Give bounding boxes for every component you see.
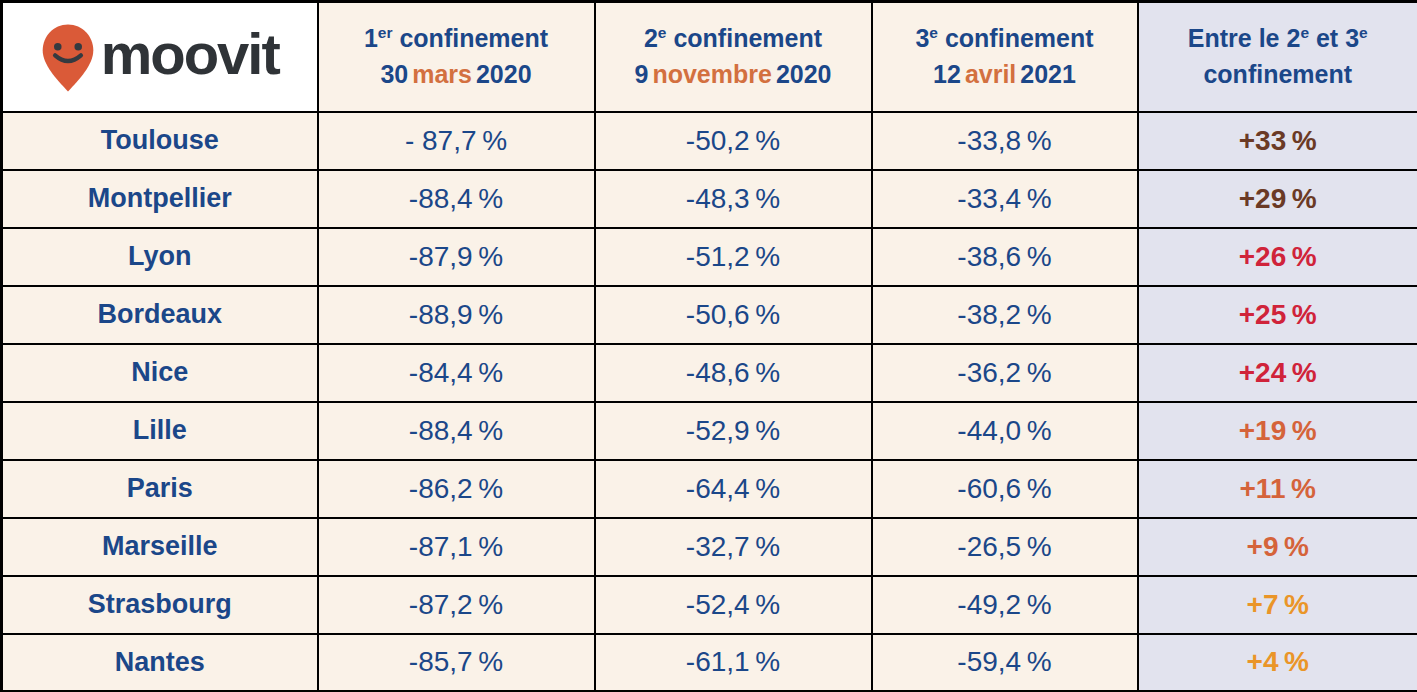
value-confinement1: -88,9 % <box>318 286 595 344</box>
delta-cell: +33 % <box>1138 112 1417 170</box>
city-cell: Lyon <box>2 228 318 286</box>
header-confinement-3-date: 12avril2021 <box>873 57 1137 93</box>
header-confinement-1-title: 1er confinement <box>319 21 594 57</box>
value-confinement1: -88,4 % <box>318 402 595 460</box>
value-confinement2: -64,4 % <box>595 460 872 518</box>
table-row: Lyon -87,9 % -51,2 % -38,6 % +26 % <box>2 228 1417 286</box>
header-confinement-1: 1er confinement 30mars2020 <box>318 2 595 112</box>
value-confinement3: -49,2 % <box>872 576 1138 634</box>
city-cell: Paris <box>2 460 318 518</box>
header-confinement-2-date: 9novembre2020 <box>596 57 871 93</box>
delta-cell: +29 % <box>1138 170 1417 228</box>
city-cell: Marseille <box>2 518 318 576</box>
confinement-table: moovit 1er confinement 30mars2020 2e con… <box>0 0 1417 692</box>
value-confinement2: -50,6 % <box>595 286 872 344</box>
value-confinement3: -38,6 % <box>872 228 1138 286</box>
header-row: moovit 1er confinement 30mars2020 2e con… <box>2 2 1417 112</box>
delta-cell: +7 % <box>1138 576 1417 634</box>
moovit-logo-cell: moovit <box>2 2 318 112</box>
header-confinement-1-date: 30mars2020 <box>319 57 594 93</box>
value-confinement3: -36,2 % <box>872 344 1138 402</box>
header-confinement-2-title: 2e confinement <box>596 21 871 57</box>
value-confinement2: -51,2 % <box>595 228 872 286</box>
value-confinement3: -59,4 % <box>872 634 1138 692</box>
value-confinement1: -87,1 % <box>318 518 595 576</box>
delta-cell: +26 % <box>1138 228 1417 286</box>
value-confinement1: -87,9 % <box>318 228 595 286</box>
value-confinement3: -33,8 % <box>872 112 1138 170</box>
value-confinement2: -50,2 % <box>595 112 872 170</box>
table-row: Marseille -87,1 % -32,7 % -26,5 % +9 % <box>2 518 1417 576</box>
table-row: Nantes -85,7 % -61,1 % -59,4 % +4 % <box>2 634 1417 692</box>
value-confinement3: -33,4 % <box>872 170 1138 228</box>
value-confinement1: -86,2 % <box>318 460 595 518</box>
table-row: Bordeaux -88,9 % -50,6 % -38,2 % +25 % <box>2 286 1417 344</box>
city-cell: Montpellier <box>2 170 318 228</box>
table-row: Lille -88,4 % -52,9 % -44,0 % +19 % <box>2 402 1417 460</box>
city-cell: Nantes <box>2 634 318 692</box>
table-row: Strasbourg -87,2 % -52,4 % -49,2 % +7 % <box>2 576 1417 634</box>
value-confinement3: -38,2 % <box>872 286 1138 344</box>
city-cell: Lille <box>2 402 318 460</box>
value-confinement3: -26,5 % <box>872 518 1138 576</box>
header-confinement-2: 2e confinement 9novembre2020 <box>595 2 872 112</box>
header-confinement-3-title: 3e confinement <box>873 21 1137 57</box>
table-row: Nice -84,4 % -48,6 % -36,2 % +24 % <box>2 344 1417 402</box>
value-confinement1: - 87,7 % <box>318 112 595 170</box>
value-confinement2: -32,7 % <box>595 518 872 576</box>
city-cell: Bordeaux <box>2 286 318 344</box>
table-row: Toulouse - 87,7 % -50,2 % -33,8 % +33 % <box>2 112 1417 170</box>
city-cell: Toulouse <box>2 112 318 170</box>
value-confinement2: -48,3 % <box>595 170 872 228</box>
header-entre-line2: confinement <box>1139 57 1417 93</box>
delta-cell: +25 % <box>1138 286 1417 344</box>
value-confinement3: -44,0 % <box>872 402 1138 460</box>
header-entre-confinements: Entre le 2e et 3e confinement <box>1138 2 1417 112</box>
value-confinement2: -61,1 % <box>595 634 872 692</box>
value-confinement1: -88,4 % <box>318 170 595 228</box>
value-confinement1: -87,2 % <box>318 576 595 634</box>
city-cell: Nice <box>2 344 318 402</box>
header-entre-line1: Entre le 2e et 3e <box>1139 21 1417 57</box>
delta-cell: +9 % <box>1138 518 1417 576</box>
value-confinement1: -84,4 % <box>318 344 595 402</box>
value-confinement3: -60,6 % <box>872 460 1138 518</box>
delta-cell: +4 % <box>1138 634 1417 692</box>
value-confinement2: -52,9 % <box>595 402 872 460</box>
city-cell: Strasbourg <box>2 576 318 634</box>
delta-cell: +11 % <box>1138 460 1417 518</box>
value-confinement2: -48,6 % <box>595 344 872 402</box>
delta-cell: +24 % <box>1138 344 1417 402</box>
value-confinement1: -85,7 % <box>318 634 595 692</box>
header-confinement-3: 3e confinement 12avril2021 <box>872 2 1138 112</box>
table-row: Montpellier -88,4 % -48,3 % -33,4 % +29 … <box>2 170 1417 228</box>
table-row: Paris -86,2 % -64,4 % -60,6 % +11 % <box>2 460 1417 518</box>
value-confinement2: -52,4 % <box>595 576 872 634</box>
moovit-wordmark: moovit <box>101 25 279 89</box>
moovit-logo: moovit <box>3 3 317 111</box>
moovit-pin-icon <box>41 23 95 93</box>
delta-cell: +19 % <box>1138 402 1417 460</box>
